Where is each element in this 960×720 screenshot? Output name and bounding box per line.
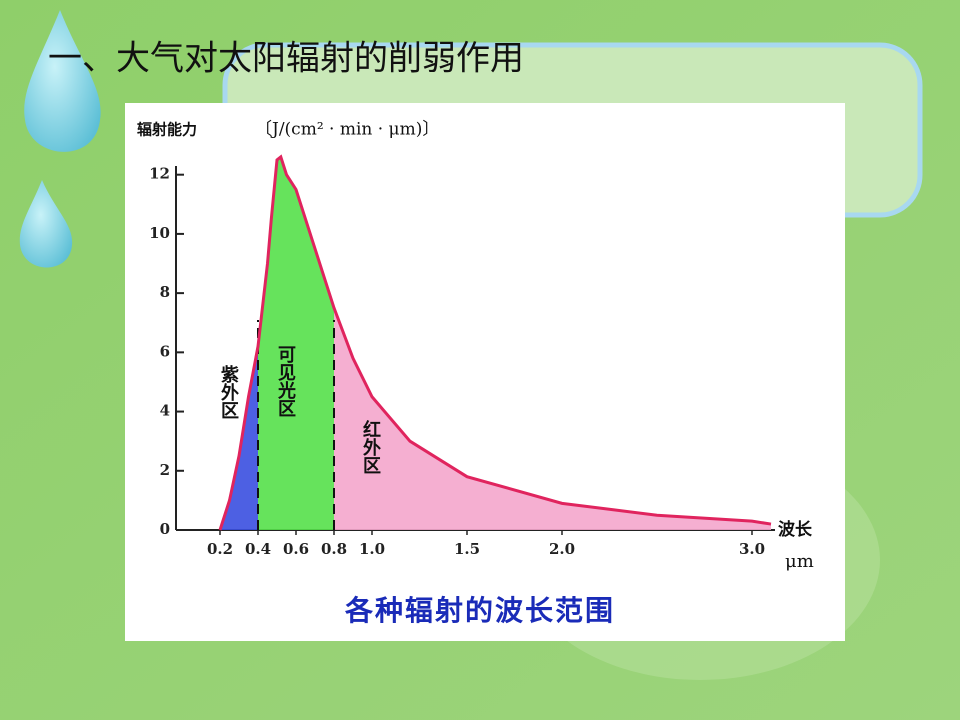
region-label: 红外区 xyxy=(360,419,381,474)
y-tick-label: 0 xyxy=(160,520,170,538)
y-tick-label: 4 xyxy=(160,402,170,420)
y-tick-label: 12 xyxy=(149,165,170,183)
x-tick-label: 0.2 xyxy=(207,540,233,558)
chart-caption: 各种辐射的波长范围 xyxy=(344,594,615,627)
x-tick-label: 1.0 xyxy=(359,540,385,558)
area-line xyxy=(218,154,772,531)
x-tick-label: 2.0 xyxy=(549,540,575,558)
x-tick-label: 0.4 xyxy=(245,540,271,558)
region-label: 可见光区 xyxy=(275,345,297,417)
y-tick-label: 6 xyxy=(160,342,170,360)
chart-panel xyxy=(125,103,845,641)
y-tick-label: 8 xyxy=(160,283,170,301)
region-label: 紫外区 xyxy=(218,364,239,419)
slide-title: 一、大气对太阳辐射的削弱作用 xyxy=(48,39,524,79)
water-drop xyxy=(19,180,73,268)
y-axis-unit: 〔J/(cm² · min · μm)〕 xyxy=(255,120,439,140)
water-drop xyxy=(24,10,101,152)
x-tick-label: 0.6 xyxy=(283,540,309,558)
x-axis-label: 波长 xyxy=(778,519,813,540)
x-axis-unit: μm xyxy=(785,551,814,572)
x-tick-label: 3.0 xyxy=(739,540,765,558)
y-tick-label: 10 xyxy=(149,224,170,242)
x-tick-label: 0.8 xyxy=(321,540,347,558)
y-axis-label: 辐射能力 xyxy=(137,121,197,139)
x-tick-label: 1.5 xyxy=(454,540,480,558)
y-tick-label: 2 xyxy=(160,461,170,479)
